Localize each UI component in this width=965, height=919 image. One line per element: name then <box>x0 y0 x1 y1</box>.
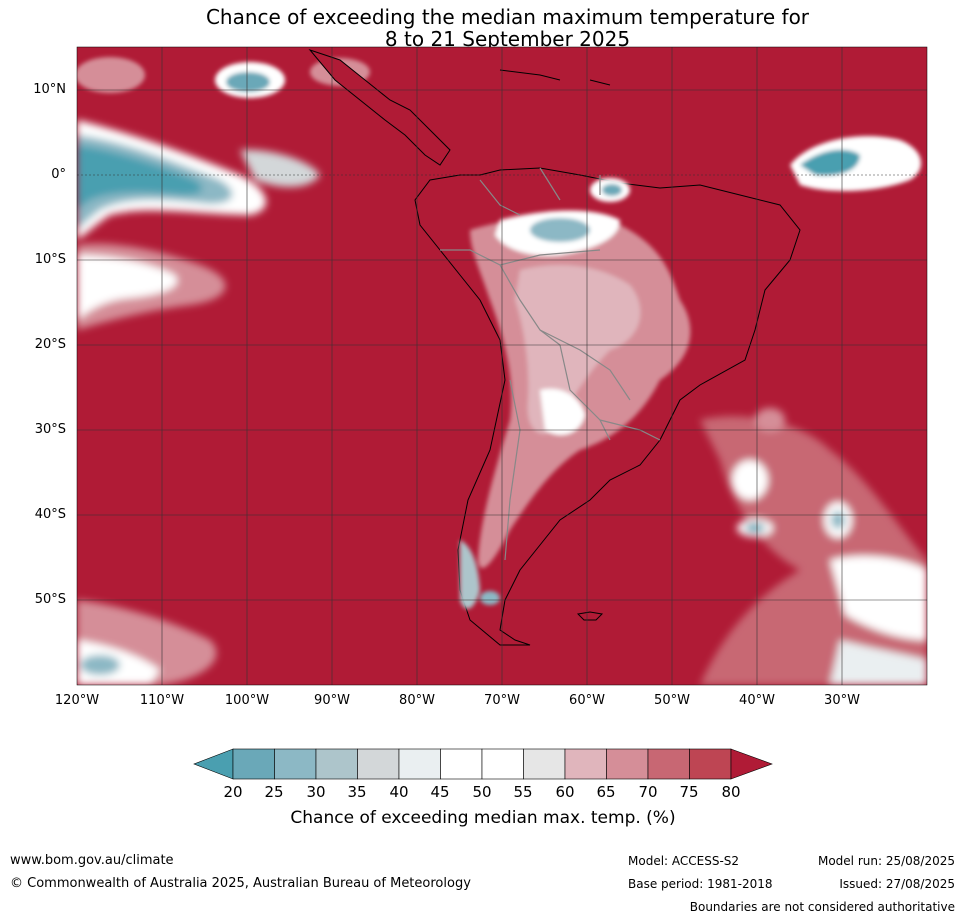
colorbar-bin <box>647 748 690 780</box>
colorbar-label-40: 40 <box>389 783 409 801</box>
lat-label-20s: 20°S <box>34 337 66 352</box>
map-frame <box>76 46 928 686</box>
lat-label-40s: 40°S <box>34 507 66 522</box>
colorbar-bin <box>398 748 441 780</box>
pale-patch-southeast-pacific <box>77 243 226 330</box>
colorbar-bin <box>232 748 275 780</box>
colorbar-label-35: 35 <box>347 783 367 801</box>
colorbar-label-20: 20 <box>223 783 243 801</box>
colorbar-extend-low <box>193 748 234 780</box>
colorbar-label-80: 80 <box>721 783 741 801</box>
colorbar-bin <box>357 748 400 780</box>
country-boundaries <box>440 167 661 561</box>
pale-patch-south-pacific <box>77 600 217 685</box>
lon-label-40w: 40°W <box>739 693 775 708</box>
lon-label-90w: 90°W <box>314 693 350 708</box>
footer-copyright: © Commonwealth of Australia 2025, Austra… <box>10 876 471 891</box>
lon-label-70w: 70°W <box>484 693 520 708</box>
lat-label-10s: 10°S <box>34 252 66 267</box>
lon-label-50w: 50°W <box>654 693 690 708</box>
lat-label-50s: 50°S <box>34 592 66 607</box>
lon-label-120w: 120°W <box>54 693 100 708</box>
footer-disclaimer: Boundaries are not considered authoritat… <box>689 900 955 914</box>
lon-label-60w: 60°W <box>569 693 605 708</box>
colorbar-bin <box>315 748 358 780</box>
colorbar-extend-high <box>730 748 773 780</box>
colorbar-label-25: 25 <box>264 783 284 801</box>
colorbar-bin <box>440 748 483 780</box>
lon-label-100w: 100°W <box>224 693 270 708</box>
colorbar-label-45: 45 <box>430 783 450 801</box>
caribbean-islands <box>499 69 611 86</box>
lon-label-110w: 110°W <box>139 693 185 708</box>
lat-label-0: 0° <box>51 167 66 182</box>
map-title-line2: 8 to 21 September 2025 <box>384 27 631 51</box>
colorbar-bin <box>274 748 317 780</box>
lon-label-80w: 80°W <box>399 693 435 708</box>
colorbar <box>193 748 773 780</box>
lat-label-10n: 10°N <box>33 82 66 97</box>
falkland-islands <box>576 611 604 621</box>
footer-base-period: Base period: 1981-2018 <box>628 877 773 891</box>
central-america-land <box>308 48 451 166</box>
colorbar-bin <box>481 748 524 780</box>
lat-label-30s: 30°S <box>34 422 66 437</box>
colorbar-label-60: 60 <box>555 783 575 801</box>
colorbar-label-55: 55 <box>513 783 533 801</box>
colorbar-title: Chance of exceeding median max. temp. (%… <box>290 808 676 828</box>
colorbar-label-30: 30 <box>306 783 326 801</box>
colorbar-bin <box>564 748 607 780</box>
colorbar-bin <box>689 748 732 780</box>
colorbar-label-70: 70 <box>638 783 658 801</box>
colorbar-label-65: 65 <box>596 783 616 801</box>
footer-website: www.bom.gov.au/climate <box>10 853 174 868</box>
colorbar-bin <box>606 748 649 780</box>
map-title-line1: Chance of exceeding the median maximum t… <box>205 5 810 29</box>
graticule <box>77 47 927 685</box>
cool-patch-east-pacific <box>77 120 320 240</box>
colorbar-bin <box>523 748 566 780</box>
footer-model: Model: ACCESS-S2 <box>628 854 740 868</box>
colorbar-label-75: 75 <box>679 783 699 801</box>
footer-model-run: Model run: 25/08/2025 <box>817 854 955 868</box>
cool-patch-equatorial-atlantic <box>790 136 922 192</box>
lon-label-30w: 30°W <box>824 693 860 708</box>
footer-issued: Issued: 27/08/2025 <box>839 877 955 891</box>
colorbar-label-50: 50 <box>472 783 492 801</box>
